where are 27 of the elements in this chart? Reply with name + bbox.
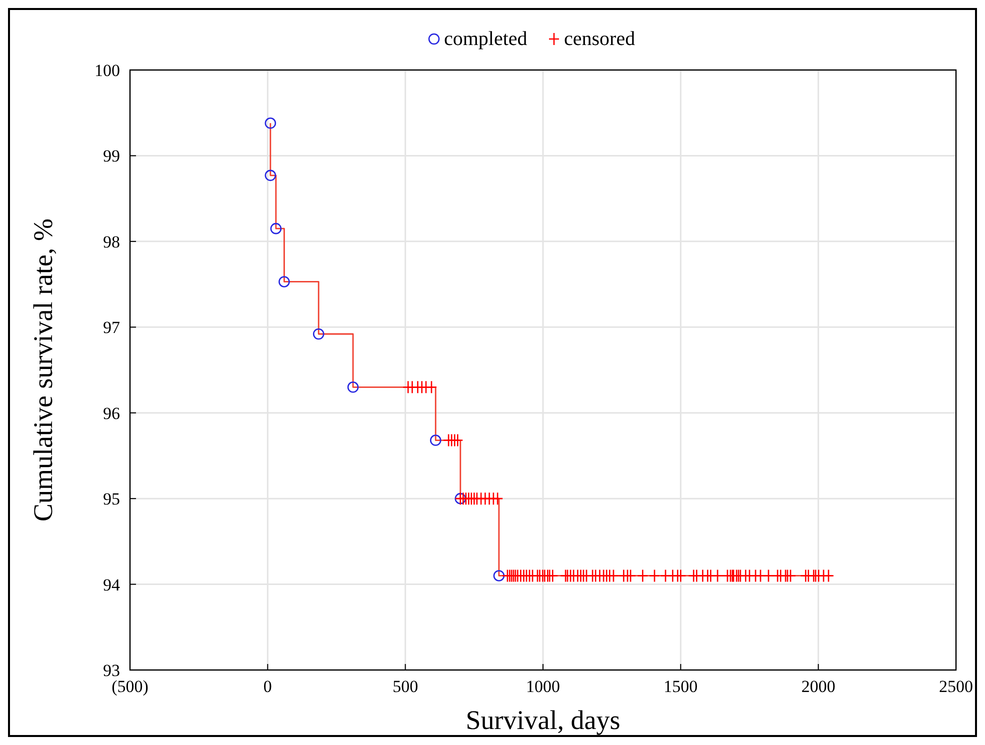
legend-label: completed	[444, 28, 528, 50]
y-tick-label: 93	[103, 661, 120, 680]
x-axis-title: Survival, days	[466, 705, 620, 735]
x-tick-label: 1000	[526, 677, 560, 696]
y-tick-label: 96	[103, 404, 120, 423]
x-tick-label: (500)	[112, 677, 148, 696]
x-tick-label: 2500	[939, 677, 973, 696]
x-tick-label: 2000	[801, 677, 836, 696]
point	[278, 276, 290, 288]
point	[264, 117, 276, 129]
y-tick-label: 94	[103, 575, 120, 594]
y-tick-label: 95	[103, 490, 120, 509]
x-tick-label: 1500	[664, 677, 698, 696]
point	[270, 222, 282, 234]
point	[430, 434, 442, 446]
x-tick-label: 0	[263, 677, 272, 696]
point	[312, 328, 324, 340]
y-tick-label: 97	[103, 318, 120, 338]
y-tick-label: 99	[103, 146, 120, 166]
point	[493, 570, 505, 582]
y-tick-label: 100	[94, 61, 120, 80]
point	[264, 170, 276, 182]
legend-label: censored	[564, 28, 636, 50]
x-tick-label: 500	[392, 677, 418, 696]
y-axis-title: Cumulative survival rate, %	[28, 218, 58, 522]
y-tick-label: 98	[103, 232, 120, 252]
point	[347, 381, 359, 393]
